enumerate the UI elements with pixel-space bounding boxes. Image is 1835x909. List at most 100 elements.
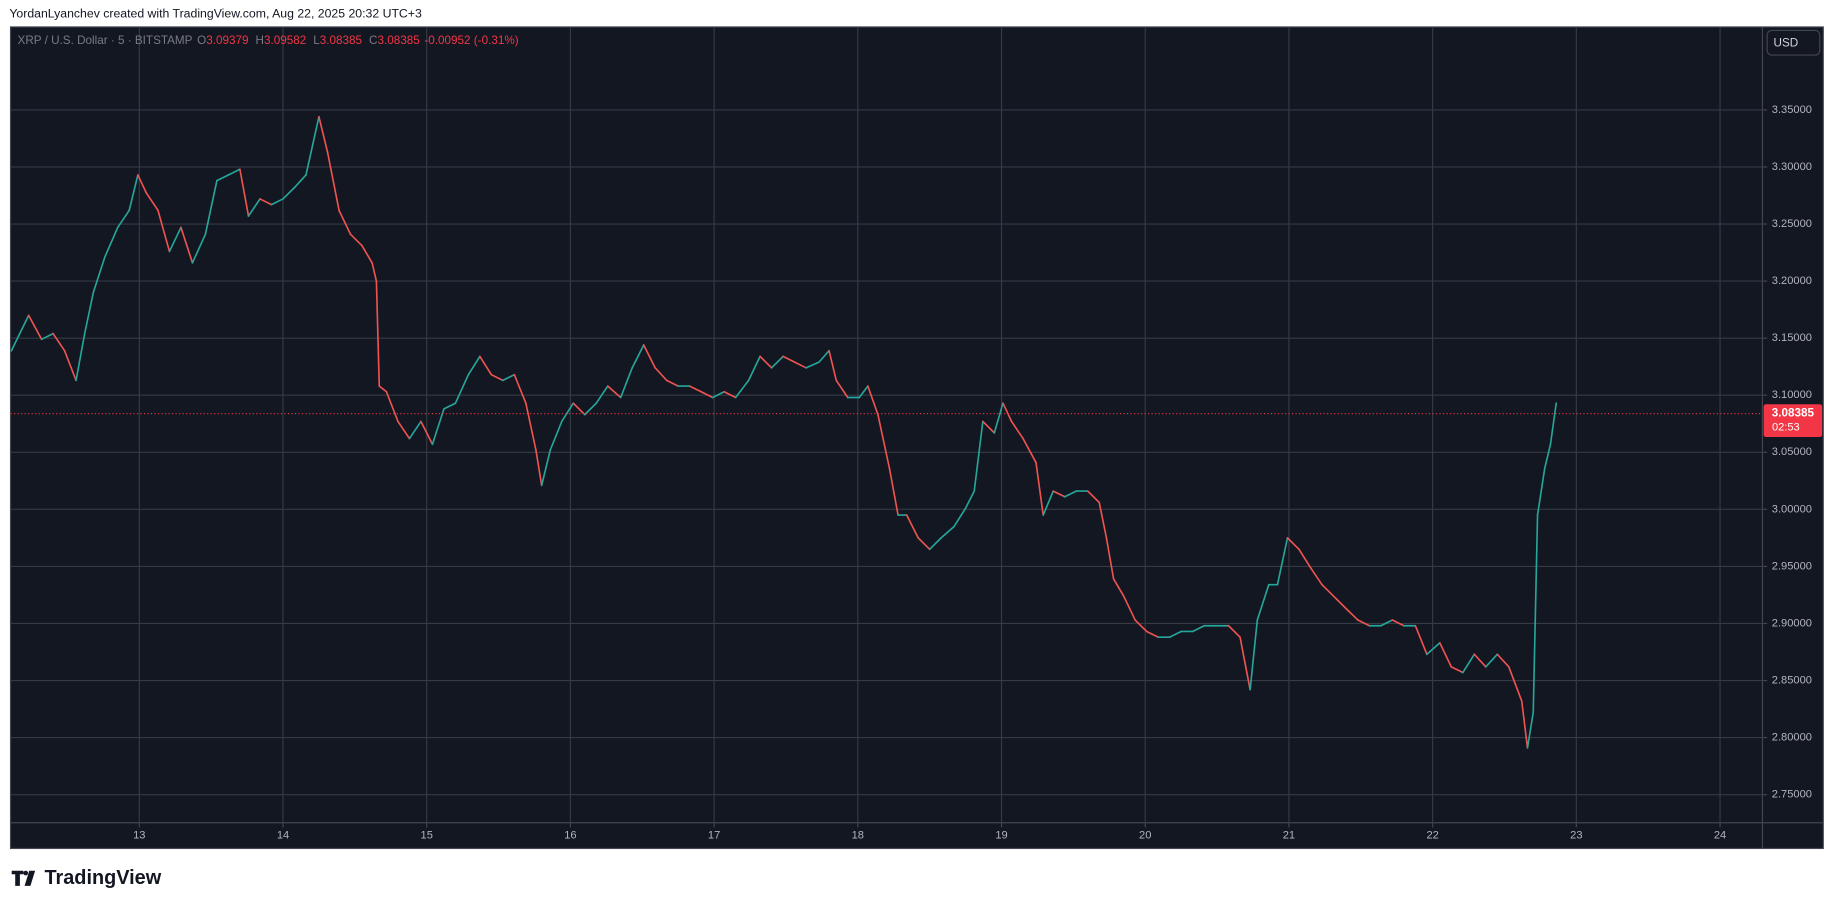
price-segment <box>420 420 434 446</box>
price-segment <box>361 244 373 264</box>
price-segment <box>818 349 830 363</box>
price-segment <box>665 379 680 387</box>
price-segment <box>1086 490 1101 504</box>
price-segment <box>560 402 575 423</box>
x-tick-label: 23 <box>1570 830 1582 842</box>
y-tick-label: 3.05000 <box>1772 446 1812 458</box>
y-tick-label: 2.95000 <box>1772 560 1812 572</box>
price-segment <box>1298 548 1312 569</box>
price-segment <box>270 198 284 206</box>
price-segment <box>502 373 516 382</box>
x-tick-label: 20 <box>1139 830 1151 842</box>
price-segment <box>835 379 849 399</box>
x-tick-label: 19 <box>995 830 1007 842</box>
ohlc-key: H <box>256 34 264 47</box>
y-tick-label: 2.90000 <box>1772 617 1812 629</box>
price-segment <box>993 402 1004 434</box>
price-segment <box>654 367 668 382</box>
x-tick-label: 22 <box>1426 830 1438 842</box>
price-segment <box>583 402 598 416</box>
logo-dot <box>23 870 29 876</box>
price-segment <box>1191 624 1205 633</box>
y-tick-label: 3.35000 <box>1772 104 1812 116</box>
price-segment <box>858 385 869 399</box>
price-line <box>10 115 1558 749</box>
price-segment <box>973 420 984 492</box>
price-segment <box>700 390 714 399</box>
price-segment <box>905 514 919 539</box>
price-segment <box>1063 490 1078 498</box>
price-segment <box>1532 514 1539 714</box>
price-segment <box>1145 630 1159 638</box>
price-segment <box>239 168 250 217</box>
price-segment <box>75 332 86 382</box>
price-segment <box>688 385 702 393</box>
price-segment <box>1536 467 1546 516</box>
price-segment <box>63 349 77 382</box>
price-segment <box>116 209 131 229</box>
currency-button[interactable] <box>1766 29 1821 56</box>
price-segment <box>805 361 820 369</box>
price-segment <box>723 390 737 399</box>
price-segment <box>928 537 942 551</box>
price-segment <box>204 179 218 236</box>
price-segment <box>747 355 761 382</box>
price-segment <box>454 373 470 405</box>
price-segment <box>1122 595 1136 621</box>
price-segment <box>1256 583 1270 621</box>
price-segment <box>888 467 899 516</box>
ohlc-key: O <box>197 34 206 47</box>
price-segment <box>467 355 481 376</box>
price-segment <box>982 420 996 434</box>
price-segment <box>770 355 784 369</box>
price-segment <box>1507 666 1523 702</box>
price-segment <box>83 291 95 335</box>
ohlc-value: 3.08385 <box>377 34 420 47</box>
price-segment <box>338 209 352 236</box>
price-segment <box>371 262 378 282</box>
ohlc-value: 3.09379 <box>206 34 248 47</box>
x-tick-label: 15 <box>421 830 433 842</box>
price-segment <box>10 314 30 352</box>
price-segment <box>1357 619 1371 627</box>
price-segment <box>259 198 273 206</box>
price-segment <box>408 420 422 440</box>
price-segment <box>375 280 381 387</box>
price-segment <box>1414 624 1428 656</box>
price-segment <box>479 355 493 376</box>
price-segment <box>549 420 563 451</box>
price-segment <box>247 198 261 217</box>
price-segment <box>137 174 148 195</box>
ohlc-value: 3.08385 <box>320 34 363 47</box>
price-segment <box>431 408 445 446</box>
price-segment <box>917 537 931 551</box>
price-segment <box>52 332 66 352</box>
logo: TradingView <box>11 867 162 889</box>
price-segment <box>1549 402 1558 446</box>
price-segment <box>1010 420 1024 440</box>
ohlc-key: L <box>313 34 320 47</box>
price-segment <box>1439 642 1453 668</box>
price-segment <box>734 379 750 399</box>
x-tick-label: 17 <box>708 830 720 842</box>
price-segment <box>964 490 976 510</box>
price-segment <box>828 349 838 382</box>
price-segment <box>385 390 399 423</box>
price-segment <box>1526 711 1535 749</box>
price-segment <box>1112 578 1125 597</box>
price-segment <box>1484 653 1499 668</box>
price-segment <box>1461 653 1476 674</box>
price-segment <box>349 233 363 247</box>
price-segment <box>793 361 807 369</box>
price-segment <box>1002 402 1013 423</box>
price-segment <box>1168 630 1182 638</box>
price-segment <box>157 209 171 253</box>
countdown: 02:53 <box>1772 422 1800 434</box>
currency[interactable]: USD <box>1774 36 1799 49</box>
price-segment <box>1239 636 1251 691</box>
price-segment <box>1134 619 1148 633</box>
price-segment <box>1496 653 1510 668</box>
price-segment <box>305 115 320 176</box>
